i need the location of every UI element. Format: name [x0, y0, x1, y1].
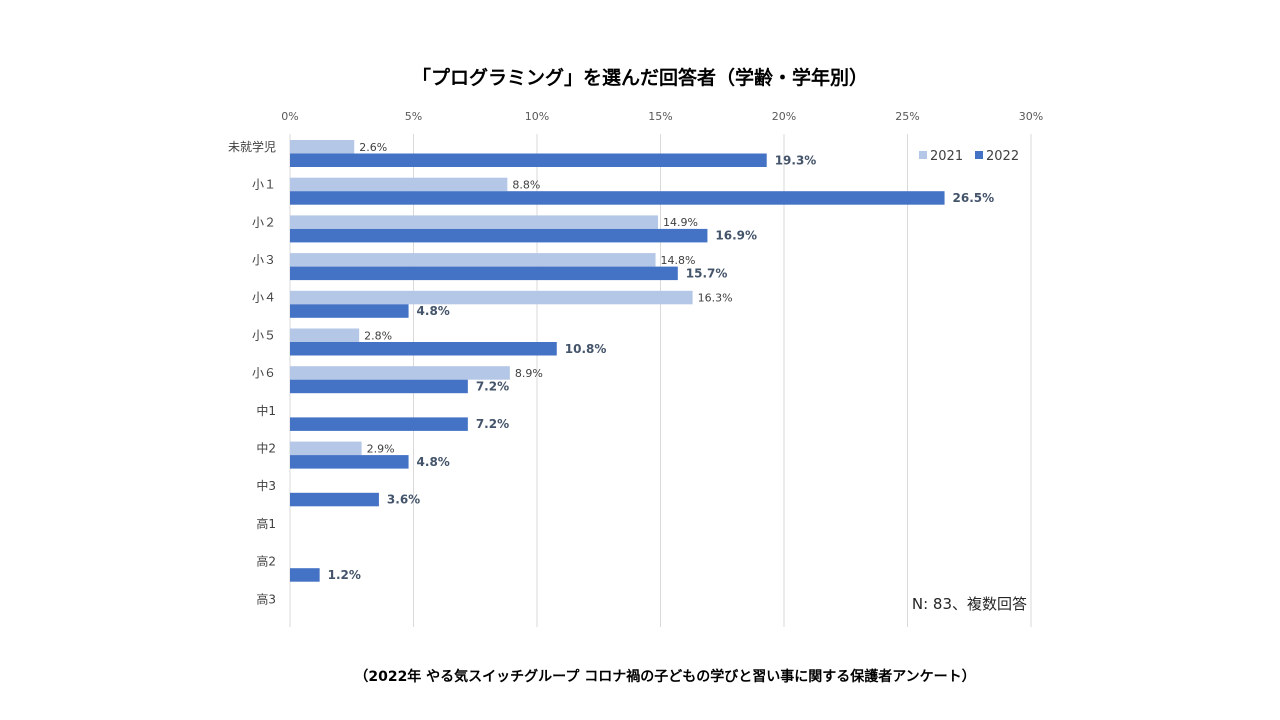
data-label-2022: 16.9%: [715, 229, 757, 243]
category-label: 高3: [256, 591, 276, 606]
x-tick-label: 0%: [281, 110, 298, 123]
bar-2022: [290, 492, 379, 507]
legend: 2021 2022: [919, 149, 1019, 164]
data-label-2022: 15.7%: [686, 266, 728, 280]
sample-note: N: 83、複数回答: [912, 595, 1027, 613]
x-tick-label: 10%: [525, 110, 549, 123]
data-label-2021: 14.8%: [661, 254, 696, 267]
bar-2021: [290, 253, 656, 267]
bar-2021: [290, 441, 362, 456]
data-label-2021: 16.3%: [698, 292, 733, 305]
bar-2022: [290, 153, 767, 167]
bar-2021: [290, 177, 508, 192]
data-label-2021: 8.9%: [515, 367, 543, 380]
category-label: 未就学児: [228, 139, 276, 154]
chart-title: 「プログラミング」を選んだ回答者（学齢・学年別）: [412, 66, 868, 89]
data-label-2022: 26.5%: [953, 191, 995, 205]
data-label-2022: 4.8%: [417, 304, 450, 318]
bar-2022: [290, 417, 468, 431]
category-label: 小３: [252, 253, 276, 267]
category-label: 高2: [256, 554, 276, 569]
legend-swatch-2021: [919, 151, 927, 159]
data-label-2022: 3.6%: [387, 493, 420, 507]
bar-2022: [290, 191, 945, 205]
category-label: 中1: [256, 403, 276, 418]
category-label: 小２: [252, 215, 276, 229]
data-label-2021: 14.9%: [663, 216, 698, 229]
category-label: 中3: [256, 478, 276, 493]
x-tick-label: 30%: [1019, 110, 1043, 123]
data-label-2022: 4.8%: [417, 455, 450, 469]
bar-2022: [290, 266, 678, 281]
bar-2022: [290, 228, 708, 243]
x-tick-label: 15%: [648, 110, 672, 123]
category-label: 中2: [256, 440, 276, 455]
data-label-2021: 2.8%: [364, 329, 392, 342]
data-label-2022: 19.3%: [775, 153, 817, 167]
category-label: 高1: [256, 516, 276, 531]
category-label: 小５: [252, 328, 276, 342]
bar-2021: [290, 366, 510, 380]
legend-swatch-2022: [975, 151, 983, 159]
data-label-2022: 7.2%: [476, 417, 509, 431]
legend-label-2021: 2021: [930, 149, 963, 164]
data-label-2021: 8.8%: [512, 178, 540, 191]
category-label: 小１: [252, 178, 276, 192]
legend-label-2022: 2022: [986, 149, 1019, 164]
bar-2022: [290, 455, 409, 469]
bar-2022: [290, 304, 409, 318]
bar-2022: [290, 568, 320, 582]
bar-2022: [290, 342, 557, 356]
bar-2021: [290, 328, 360, 342]
data-label-2022: 10.8%: [565, 342, 607, 356]
category-label: 小６: [252, 366, 276, 380]
data-label-2021: 2.9%: [367, 442, 395, 455]
x-tick-label: 25%: [895, 110, 919, 123]
data-label-2021: 2.6%: [359, 141, 387, 154]
source-note: （2022年 やる気スイッチグループ コロナ禍の子どもの学びと習い事に関する保護…: [354, 668, 975, 685]
data-label-2022: 7.2%: [476, 379, 509, 393]
bar-2022: [290, 379, 468, 394]
bar-2021: [290, 215, 659, 229]
bar-2021: [290, 140, 355, 154]
data-label-2022: 1.2%: [328, 568, 361, 582]
category-label: 小４: [252, 291, 276, 305]
x-tick-label: 20%: [772, 110, 796, 123]
bar-2021: [290, 290, 693, 305]
x-tick-label: 5%: [405, 110, 422, 123]
